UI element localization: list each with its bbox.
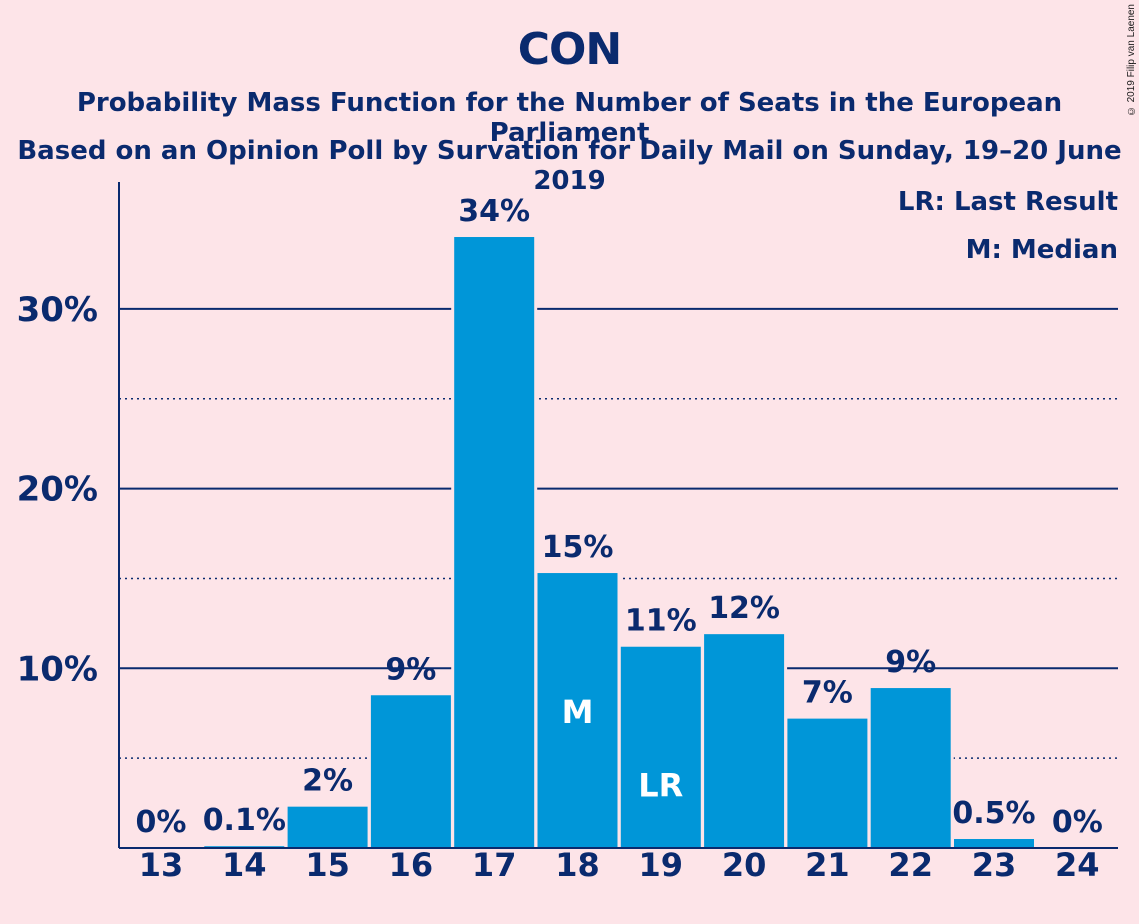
x-tick-label: 24 — [1055, 846, 1100, 884]
bar-outline — [1034, 845, 1121, 848]
x-tick-label: 22 — [888, 846, 933, 884]
data-label: 7% — [802, 676, 853, 711]
data-label: 15% — [542, 530, 614, 565]
data-label: 0% — [1052, 805, 1103, 840]
x-tick-label: 15 — [305, 846, 350, 884]
data-label: 0% — [136, 805, 187, 840]
x-tick-label: 16 — [389, 846, 434, 884]
bar — [370, 695, 451, 848]
value-labels: 0% 0.1% 2% 9% 34% 15% 11% 12% 7% 9% 0.5% 0% M LR — [136, 194, 1103, 840]
x-tick-label: 14 — [222, 846, 267, 884]
chart-title: CON — [517, 24, 623, 75]
data-label: 11% — [625, 604, 697, 639]
x-tick-label: 17 — [472, 846, 517, 884]
bar — [620, 646, 701, 848]
x-tick-label: 20 — [722, 846, 767, 884]
bar — [287, 806, 368, 848]
legend-median: M: Median — [966, 235, 1118, 265]
bar — [454, 237, 535, 848]
data-label: 9% — [385, 652, 436, 687]
bar-outline — [201, 843, 288, 848]
data-label: 0.5% — [952, 796, 1035, 831]
bar-marker: LR — [638, 767, 683, 805]
data-label: 2% — [302, 764, 353, 799]
bar — [954, 839, 1034, 848]
legend-last-result: LR: Last Result — [898, 187, 1118, 217]
chart-subtitle-line1: Probability Mass Function for the Number… — [76, 88, 1063, 148]
x-tick-label: 21 — [805, 846, 850, 884]
x-tick-label: 23 — [972, 846, 1017, 884]
bar — [537, 573, 618, 848]
bar — [870, 688, 951, 848]
x-tick-label: 13 — [139, 846, 184, 884]
data-label: 34% — [458, 194, 530, 229]
bar — [787, 718, 868, 848]
chart-subtitle-line2: Based on an Opinion Poll by Survation fo… — [17, 136, 1122, 196]
bar — [704, 634, 785, 848]
y-tick-label: 20% — [17, 470, 98, 510]
x-tick-label: 19 — [639, 846, 684, 884]
y-tick-label: 10% — [17, 649, 98, 689]
data-label: 9% — [885, 645, 936, 680]
axes: 10% 20% 30% 13 14 15 16 17 18 19 20 21 22 23 24 — [17, 182, 1118, 884]
data-label: 0.1% — [203, 803, 286, 838]
bar-outline — [118, 845, 204, 848]
data-label: 12% — [708, 591, 780, 626]
bar-marker: M — [562, 693, 594, 731]
bars — [118, 234, 1121, 848]
y-tick-label: 30% — [17, 290, 98, 330]
x-tick-label: 18 — [555, 846, 600, 884]
